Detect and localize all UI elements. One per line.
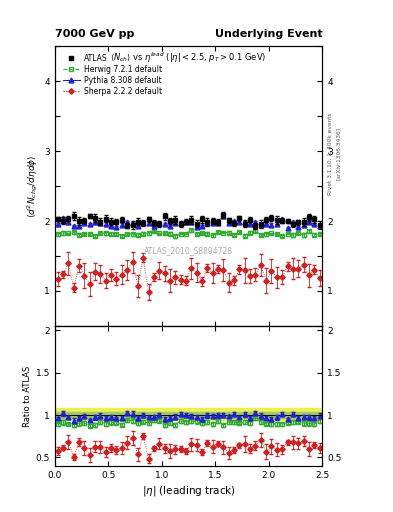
Text: ATLAS_2010_S8894728: ATLAS_2010_S8894728 [144,246,233,255]
Y-axis label: $\langle d^2 N_{chg}/d\eta d\phi \rangle$: $\langle d^2 N_{chg}/d\eta d\phi \rangle… [26,154,40,218]
Legend: ATLAS, Herwig 7.2.1 default, Pythia 8.308 default, Sherpa 2.2.2 default: ATLAS, Herwig 7.2.1 default, Pythia 8.30… [62,53,163,97]
Bar [55,412,322,418]
Text: Rivet 3.1.10, ≥ 400k events: Rivet 3.1.10, ≥ 400k events [328,112,333,195]
Bar [55,408,322,420]
Text: $\langle N_{ch}\rangle$ vs $\eta^{lead}$ ($|\eta| < 2.5$, $p_T > 0.1$ GeV): $\langle N_{ch}\rangle$ vs $\eta^{lead}$… [110,50,267,65]
X-axis label: $|\eta|$ (leading track): $|\eta|$ (leading track) [141,484,236,498]
Text: Underlying Event: Underlying Event [215,29,322,39]
Text: [arXiv:1306.3436]: [arXiv:1306.3436] [336,127,341,180]
Text: 7000 GeV pp: 7000 GeV pp [55,29,134,39]
Y-axis label: Ratio to ATLAS: Ratio to ATLAS [23,366,31,426]
